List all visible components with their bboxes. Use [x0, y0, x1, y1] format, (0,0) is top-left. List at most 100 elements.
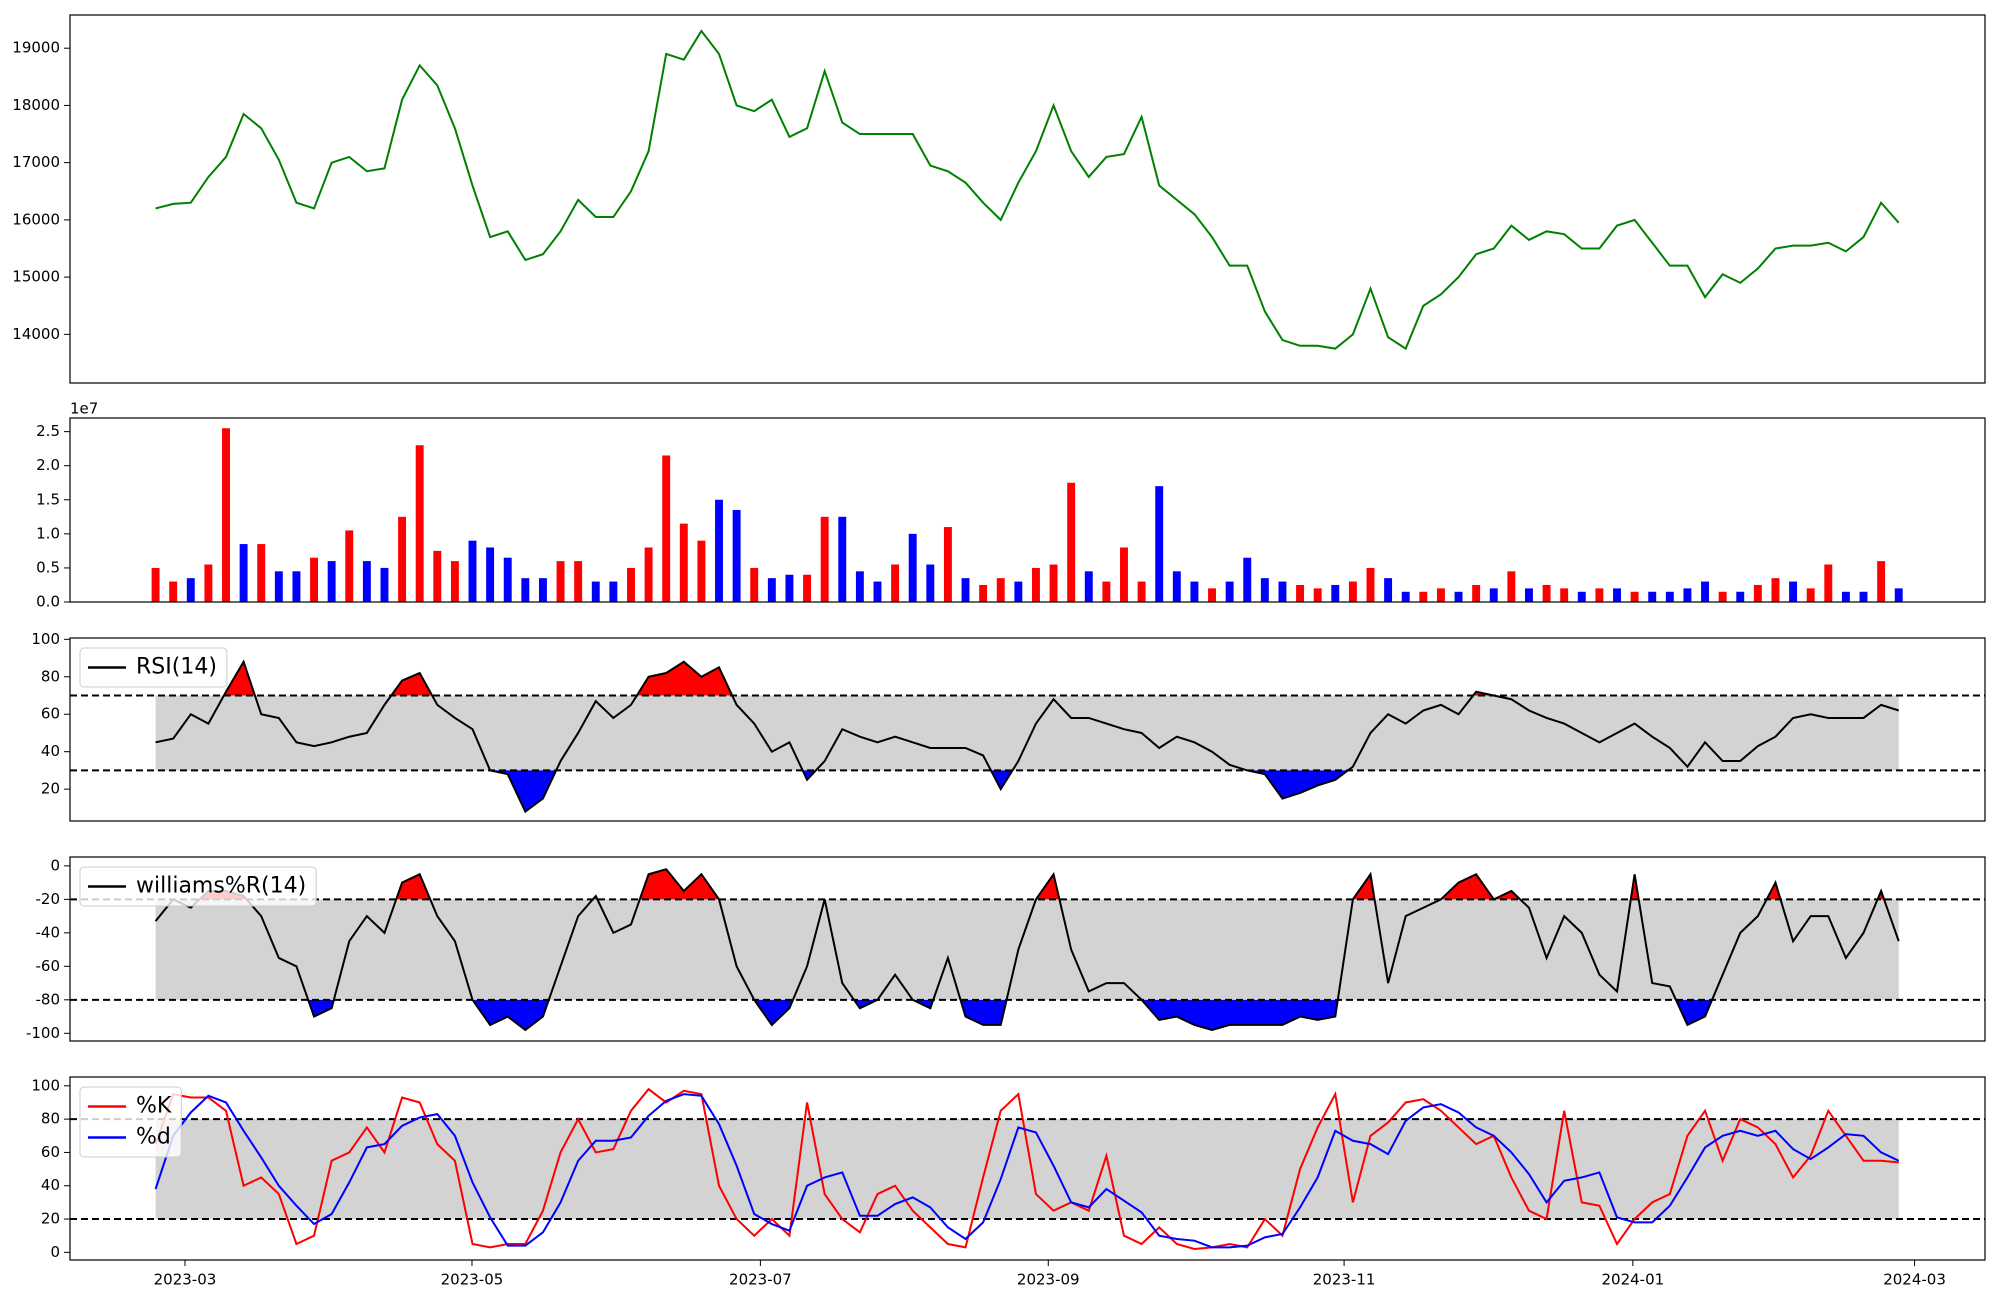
volume-bar: [1084, 571, 1093, 602]
volume-bar: [767, 578, 776, 602]
legend-box: [79, 1086, 182, 1158]
volume-bar: [926, 564, 935, 602]
volume-bar: [697, 540, 706, 602]
x-tick-label: 2023-09: [1017, 1271, 1080, 1289]
volume-bar: [274, 571, 283, 602]
y-tick-label: 0: [50, 856, 60, 874]
axis-offset: 1e7: [70, 400, 98, 418]
volume-bar: [1120, 547, 1128, 602]
volume-bar: [1137, 581, 1146, 602]
volume-bar: [1577, 591, 1586, 602]
volume-bar: [222, 428, 230, 602]
volume-bar: [1595, 588, 1604, 602]
volume-bar: [1736, 591, 1745, 602]
volume-bar: [239, 544, 248, 602]
legend: williams%R(14): [79, 866, 317, 907]
volume-bar: [1366, 567, 1375, 602]
volume-bar: [803, 574, 812, 602]
volume-bar: [503, 557, 512, 602]
volume-bar: [398, 516, 407, 602]
y-tick-label: 2.0: [36, 456, 60, 474]
x-tick-label: 2024-01: [1602, 1271, 1665, 1289]
y-tick-label: 100: [31, 630, 60, 648]
volume-bar: [257, 544, 266, 602]
volume-bar: [591, 581, 600, 602]
volume-bar: [1190, 581, 1199, 602]
volume-bar: [1507, 571, 1516, 602]
volume-bar: [1841, 591, 1850, 602]
volume-bar: [1331, 584, 1340, 602]
volume-bar: [891, 564, 900, 602]
y-tick-label: 0.0: [36, 593, 60, 611]
x-tick-label: 2024-03: [1883, 1271, 1946, 1289]
volume-bar: [1172, 571, 1181, 602]
y-tick-label: -40: [36, 923, 61, 941]
volume-bar: [204, 564, 213, 602]
y-tick-label: 18000: [12, 96, 60, 114]
data-line: [155, 659, 1900, 814]
volume-bar: [486, 547, 495, 602]
volume-bar: [1683, 588, 1692, 602]
volume-bar: [415, 445, 424, 602]
overbought-fill: [1440, 874, 1494, 900]
volume-bar: [151, 567, 160, 602]
volume-bar: [838, 516, 847, 602]
y-tick-label: 19000: [12, 39, 60, 57]
oversold-fill: [1247, 770, 1348, 799]
volume-bar: [979, 584, 988, 602]
volume-bar: [1208, 588, 1216, 602]
y-tick-label: 40: [41, 1176, 60, 1194]
volume-bar: [750, 567, 759, 602]
volume-bar: [1348, 581, 1357, 602]
volume-bar: [1155, 486, 1164, 602]
volume-bar: [1718, 591, 1727, 602]
volume-bar: [1401, 591, 1410, 602]
oversold-fill: [472, 999, 549, 1030]
overbought-fill: [1035, 874, 1060, 900]
volume-bar: [521, 578, 530, 602]
y-tick-label: 15000: [12, 268, 60, 286]
y-tick-label: 60: [41, 705, 60, 723]
data-line: [155, 29, 1900, 351]
volume-bar: [468, 540, 477, 602]
y-tick-label: -100: [26, 1024, 60, 1042]
volume-bar: [961, 578, 970, 602]
panel: 14000 15000 16000 17000 18000 19000: [12, 14, 1986, 384]
volume-bar: [345, 530, 354, 602]
volume-bar: [1560, 588, 1569, 602]
volume-bar: [186, 578, 195, 602]
volume-bar: [450, 561, 459, 602]
data-line: [154, 868, 1900, 1032]
y-tick-label: 0.5: [36, 558, 60, 576]
volume-bar: [169, 581, 178, 602]
volume-bar: [310, 557, 319, 602]
axes-frame: [69, 856, 1986, 1042]
volume-bar: [1877, 561, 1886, 602]
volume-bar: [996, 578, 1005, 602]
oversold-fill: [990, 770, 1013, 790]
y-tick-label: 80: [41, 667, 60, 685]
y-tick-label: -60: [36, 957, 61, 975]
volume-bar: [715, 499, 723, 602]
y-tick-label: 20: [41, 780, 60, 798]
volume-bar: [644, 547, 653, 602]
y-tick-label: 100: [31, 1076, 60, 1094]
volume-bar: [1296, 584, 1305, 602]
volume-bar: [1771, 578, 1780, 602]
axes-frame: [69, 637, 1986, 822]
y-tick-label: -20: [36, 890, 61, 908]
overbought-fill: [223, 661, 255, 696]
volume-bar: [627, 567, 635, 602]
x-tick-label: 2023-07: [729, 1271, 792, 1289]
volume-bar: [1525, 588, 1533, 602]
volume-bar: [327, 561, 336, 602]
panel: 0.0 0.5 1.0 1.5 2.0 2.5 1e7: [36, 400, 1986, 611]
volume-bar: [1806, 588, 1815, 602]
volume-bar: [1613, 588, 1621, 602]
overbought-fill: [636, 661, 733, 696]
volume-bar: [362, 561, 371, 602]
volume-bar: [1472, 584, 1481, 602]
axes-frame: [69, 14, 1986, 384]
volume-bar: [1436, 588, 1445, 602]
